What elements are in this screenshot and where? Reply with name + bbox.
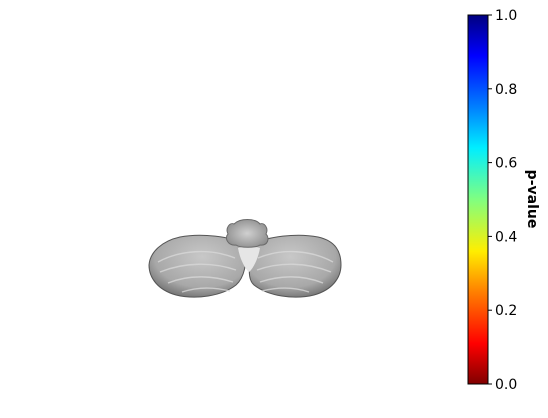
colorbar-label: p-value [524, 170, 540, 229]
colorbar-tick-label: 0.8 [495, 82, 517, 98]
folia-lines [157, 250, 334, 293]
colorbar-tick-label: 0.2 [495, 303, 517, 319]
brainstem-region [225, 219, 269, 248]
colorbar-ticks: 0.0 0.2 0.4 0.6 0.8 1.0 [488, 8, 517, 393]
brain-slice-image [148, 219, 342, 298]
colorbar-tick-label: 0.6 [495, 156, 517, 172]
colorbar-tick-label: 0.0 [495, 377, 517, 393]
colorbar-tick-label: 1.0 [495, 8, 517, 24]
vermis-region [238, 246, 260, 272]
colorbar-gradient [467, 14, 489, 385]
colorbar: 0.0 0.2 0.4 0.6 0.8 1.0 p-value [467, 8, 540, 393]
colorbar-tick-label: 0.4 [495, 229, 517, 245]
